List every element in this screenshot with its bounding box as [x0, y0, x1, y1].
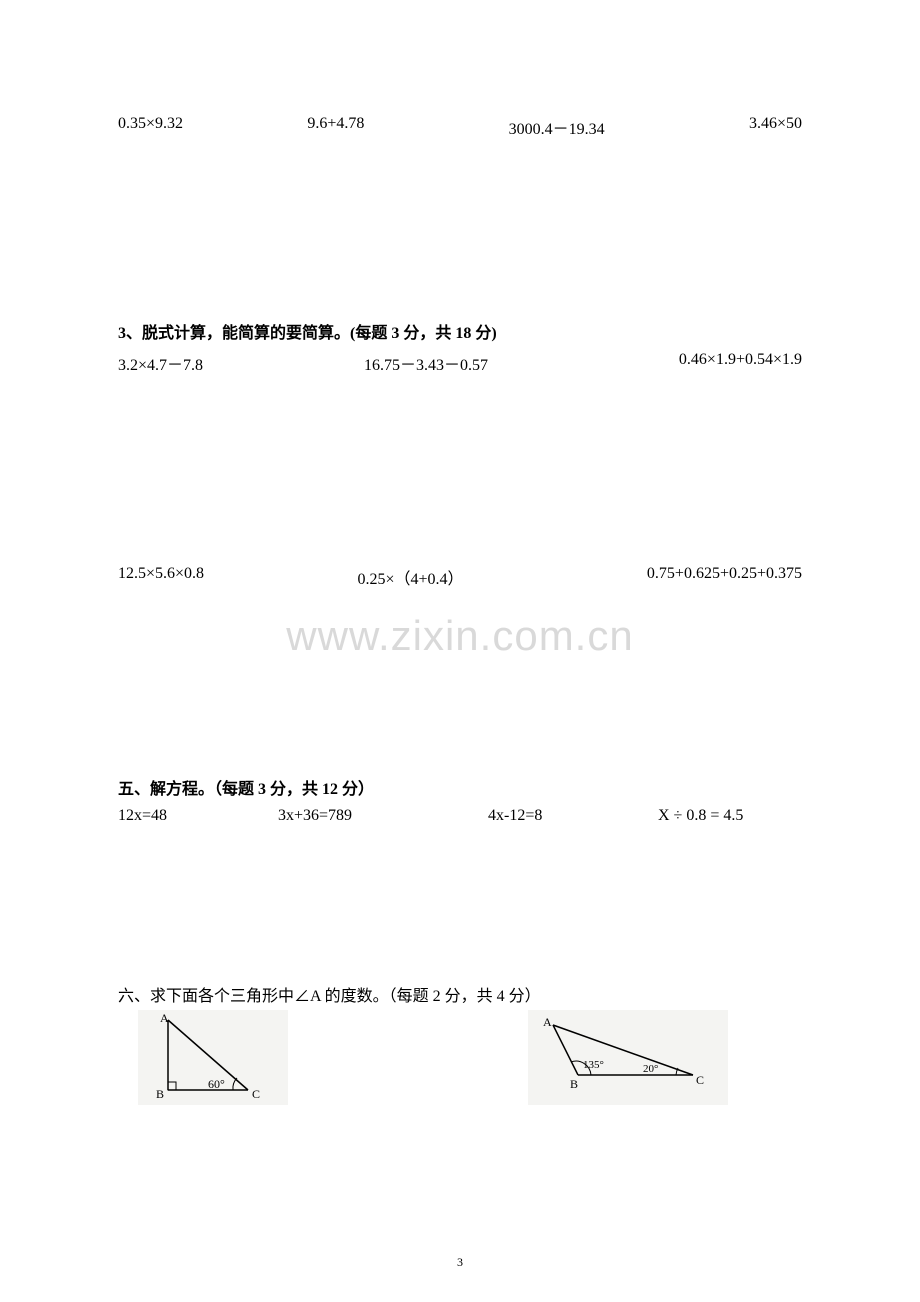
triangle-1-angle: 60° [208, 1077, 225, 1091]
expression: 3000.4－19.34 [509, 115, 605, 139]
expression: 0.35×9.32 [118, 115, 183, 139]
expression: 3x+36=789 [278, 807, 488, 825]
expression: 0.75+0.625+0.25+0.375 [647, 565, 802, 589]
expression-row-4: 12x=48 3x+36=789 4x-12=8 X ÷ 0.8 = 4.5 [118, 807, 802, 825]
expression: 4x-12=8 [488, 807, 658, 825]
triangle-1-label-a: A [160, 1011, 169, 1025]
section-5-title: 五、解方程。（每题 3 分，共 12 分） [118, 775, 802, 799]
triangle-1: A B C 60° [138, 1010, 288, 1105]
triangle-2-angle-2: 20° [643, 1063, 658, 1075]
expression: 0.25×（4+0.4） [357, 565, 463, 589]
expression-row-2: 3.2×4.7－7.8 16.75－3.43－0.57 0.46×1.9+0.5… [118, 351, 802, 375]
triangle-2: A B C 135° 20° [528, 1010, 728, 1105]
expression: 12.5×5.6×0.8 [118, 565, 204, 589]
triangle-1-svg: A B C 60° [138, 1010, 288, 1105]
triangle-2-label-c: C [696, 1073, 704, 1087]
expression: 3.2×4.7－7.8 [118, 351, 203, 375]
expression-row-3: 12.5×5.6×0.8 0.25×（4+0.4） 0.75+0.625+0.2… [118, 565, 802, 589]
expression: 3.46×50 [749, 115, 802, 139]
section-6-title: 六、求下面各个三角形中∠A 的度数。（每题 2 分，共 4 分） [118, 982, 802, 1006]
section-3-title: 3、脱式计算，能简算的要简算。(每题 3 分，共 18 分) [118, 319, 802, 343]
page-number: 3 [0, 1255, 920, 1270]
triangles-row: A B C 60° A B C 135° 20° [118, 1010, 802, 1105]
expression: 9.6+4.78 [307, 115, 364, 139]
triangle-1-label-b: B [156, 1087, 164, 1101]
triangle-2-svg: A B C 135° 20° [528, 1010, 728, 1105]
expression: 12x=48 [118, 807, 278, 825]
triangle-1-label-c: C [252, 1087, 260, 1101]
triangle-2-label-b: B [570, 1077, 578, 1091]
expression: 16.75－3.43－0.57 [364, 351, 488, 375]
expression: X ÷ 0.8 = 4.5 [658, 807, 743, 825]
triangle-2-label-a: A [543, 1015, 552, 1029]
triangle-2-angle-1: 135° [583, 1059, 604, 1071]
expression-row-1: 0.35×9.32 9.6+4.78 3000.4－19.34 3.46×50 [118, 115, 802, 139]
expression: 0.46×1.9+0.54×1.9 [679, 351, 802, 375]
